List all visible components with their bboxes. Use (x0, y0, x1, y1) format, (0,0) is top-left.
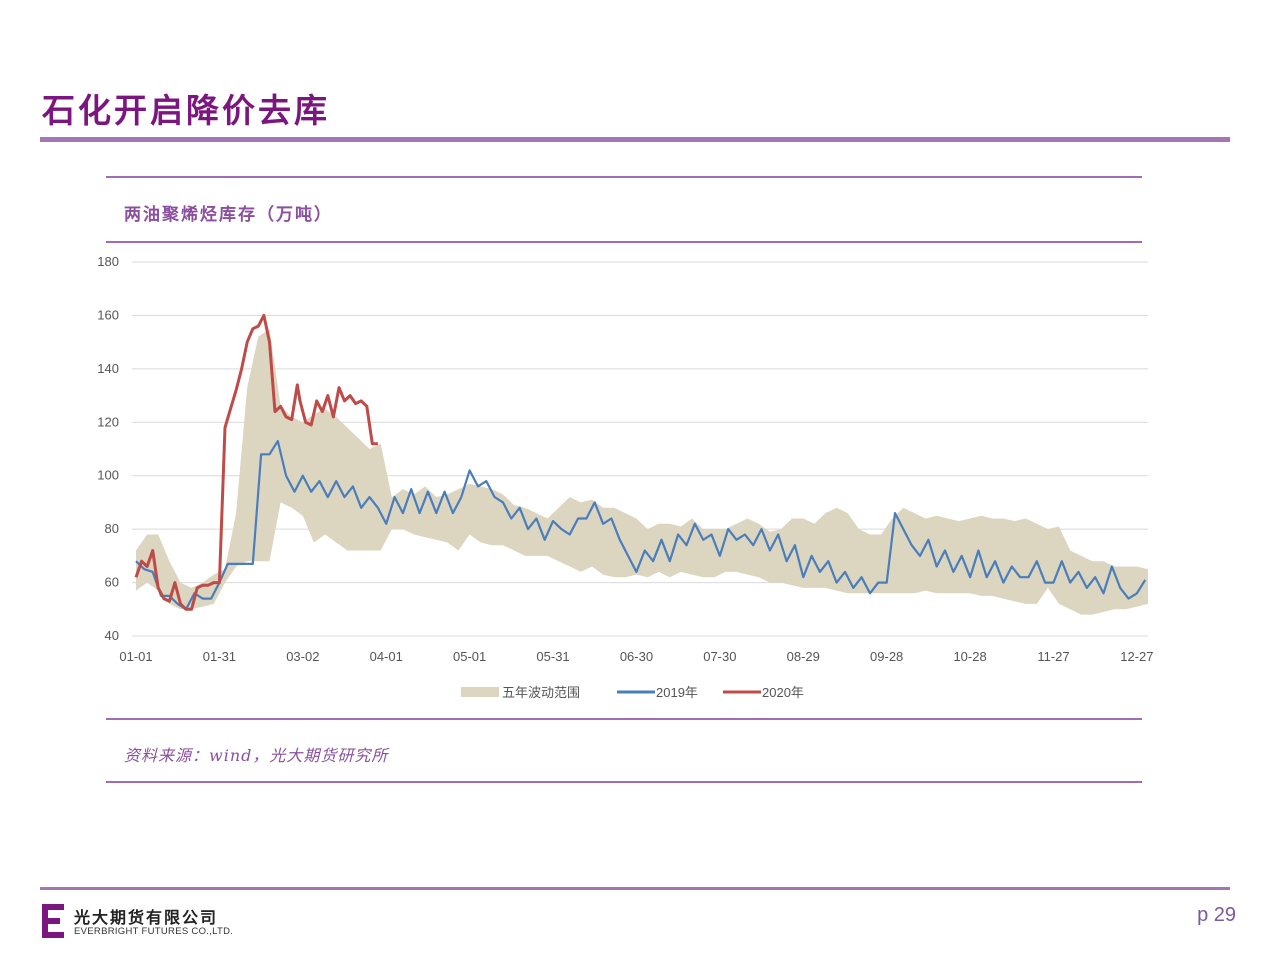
chart-header-bottom-rule (106, 241, 1142, 243)
y-tick-label-100: 100 (97, 468, 119, 483)
x-axis-tick-labels: 01-01 01-31 03-02 04-01 05-01 05-31 06-30 07-30… (119, 649, 1153, 664)
x-tick-label-01-01: 01-01 (119, 649, 152, 664)
x-tick-label-11-27: 11-27 (1037, 649, 1069, 664)
x-tick-label-10-28: 10-28 (953, 649, 986, 664)
series-line-2020 (134, 313, 378, 611)
y-axis-tick-labels: 180 160 140 120 100 80 60 40 (97, 254, 119, 643)
five-year-range-band (136, 328, 1148, 615)
title-divider (40, 137, 1230, 142)
y-tick-label-140: 140 (97, 361, 119, 376)
y-tick-label-60: 60 (105, 575, 119, 590)
x-tick-label-06-30: 06-30 (620, 649, 653, 664)
chart-title: 两油聚烯烃库存（万吨） (124, 205, 333, 225)
footer-divider (40, 887, 1230, 890)
company-name-en: EVERBRIGHT FUTURES CO.,LTD. (74, 926, 234, 937)
chart-legend: 五年波动范围 2019年 2020年 (461, 685, 804, 700)
chart-footer-top-rule (106, 718, 1142, 720)
x-tick-label-09-28: 09-28 (870, 649, 903, 664)
y-tick-label-180: 180 (97, 254, 119, 269)
slide-title: 石化开启降价去库 (42, 91, 330, 130)
legend-label-2020: 2020年 (762, 685, 804, 700)
x-tick-label-12-27: 12-27 (1120, 649, 1153, 664)
page-number: p 29 (1197, 904, 1236, 926)
x-tick-label-01-31: 01-31 (203, 649, 236, 664)
everbright-logo-icon (42, 904, 64, 938)
x-tick-label-08-29: 08-29 (787, 649, 820, 664)
source-note: 资料来源：wind，光大期货研究所 (124, 746, 389, 765)
legend-swatch-band (461, 687, 499, 697)
x-tick-label-07-30: 07-30 (703, 649, 736, 664)
x-tick-label-05-31: 05-31 (536, 649, 569, 664)
x-tick-label-04-01: 04-01 (370, 649, 403, 664)
x-tick-label-03-02: 03-02 (286, 649, 319, 664)
chart-footer-bottom-rule (106, 781, 1142, 783)
legend-label-band: 五年波动范围 (502, 685, 580, 700)
legend-label-2019: 2019年 (656, 685, 698, 700)
x-tick-label-05-01: 05-01 (453, 649, 486, 664)
y-tick-label-40: 40 (105, 628, 119, 643)
company-name-cn: 光大期货有限公司 (74, 908, 219, 927)
series-line-2019 (135, 439, 1147, 611)
y-tick-label-80: 80 (105, 521, 119, 536)
y-tick-label-120: 120 (97, 414, 119, 429)
company-logo: 光大期货有限公司 EVERBRIGHT FUTURES CO.,LTD. (42, 904, 272, 944)
chart-header-top-rule (106, 176, 1142, 178)
y-tick-label-160: 160 (97, 307, 119, 322)
